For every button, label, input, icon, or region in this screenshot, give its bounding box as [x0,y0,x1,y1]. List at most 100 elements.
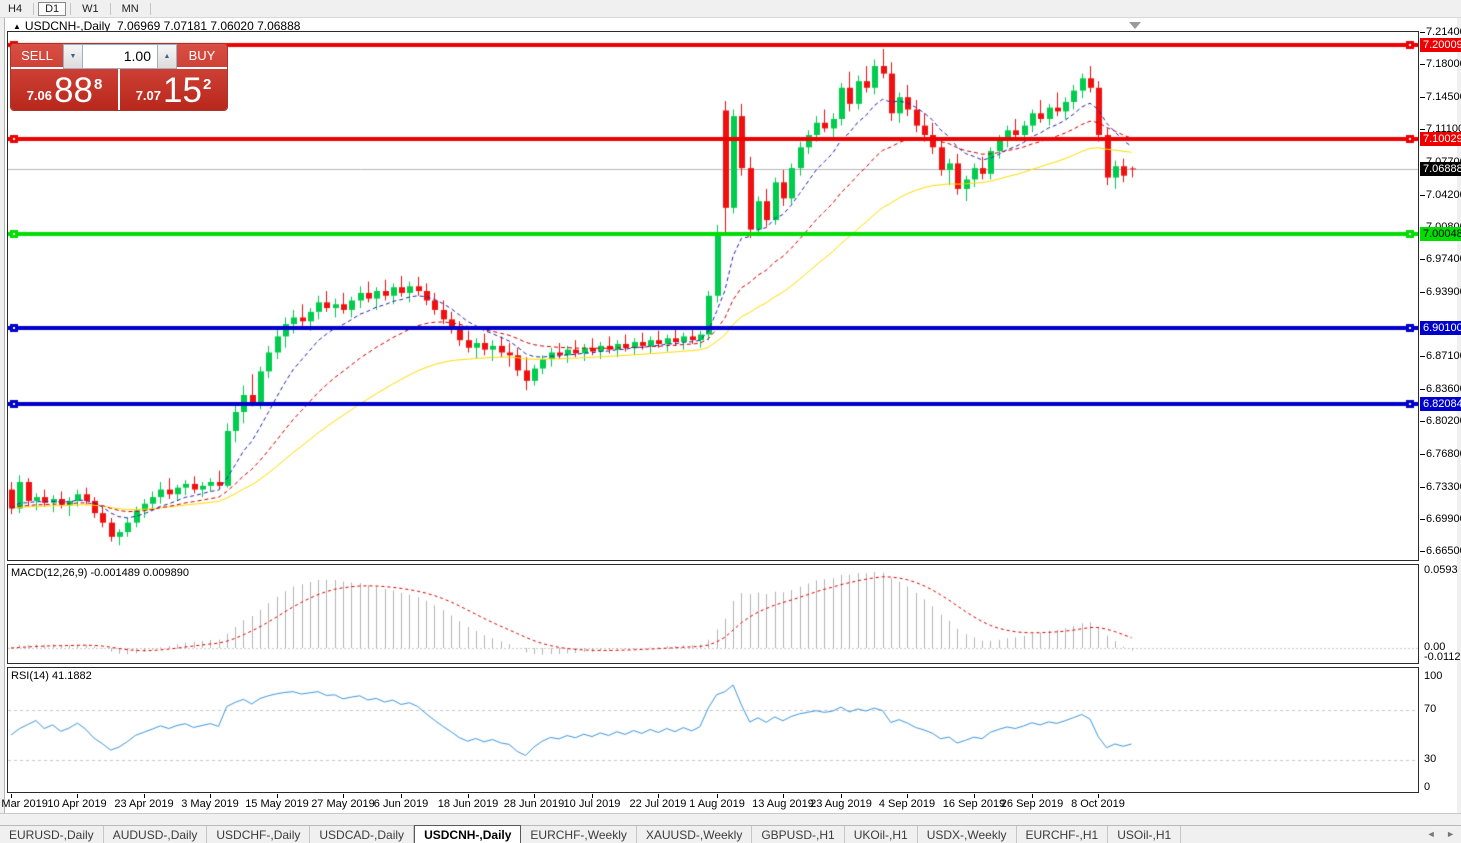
date-axis-label: 23 Apr 2019 [114,798,174,810]
price-axis-label: 6.97400 [1426,253,1461,265]
chart-tab[interactable]: EURUSD-,Daily [0,826,104,843]
date-axis-label: 15 May 2019 [245,798,309,810]
date-axis-label: 13 Aug 2019 [752,798,814,810]
price-axis-tick [1420,551,1425,552]
main-chart-canvas[interactable] [8,32,1418,560]
sell-price-prefix: 7.06 [26,88,53,103]
date-axis-tick [401,794,402,798]
date-axis-tick [534,794,535,798]
date-axis-label: 18 Jun 2019 [437,798,499,810]
price-axis-tick [1420,421,1425,422]
sell-price-pip-digit: 8 [93,76,103,93]
tab-scroll-left-icon[interactable]: ◄ [1426,829,1436,839]
date-axis-tick [592,794,593,798]
chart-tab[interactable]: AUDUSD-,Daily [104,826,208,843]
chart-symbol-label: USDCNH-,Daily [24,19,111,33]
date-axis-label: 3 May 2019 [181,798,239,810]
chart-tab[interactable]: USDX-,Weekly [918,826,1017,843]
chart-tab[interactable]: USDCAD-,Daily [310,826,415,843]
rsi-panel [7,667,1419,793]
price-axis-label: 6.87100 [1426,350,1461,362]
buy-price-prefix: 7.07 [135,88,162,103]
date-axis-tick [77,794,78,798]
chart-tab[interactable]: USOil-,H1 [1108,826,1182,843]
date-axis-tick [277,794,278,798]
macd-axis-label: -0.011289 [1424,651,1461,663]
chart-tab[interactable]: EURCHF-,H1 [1017,826,1109,843]
price-axis-tick [1420,64,1425,65]
sell-price-big-digits: 88 [54,71,93,110]
macd-canvas[interactable] [8,565,1418,663]
window-divider [0,813,1461,825]
collapse-icon[interactable]: ▲ [13,22,21,31]
macd-axis-label: 0.0593 [1424,564,1458,576]
date-axis-label: 16 Sep 2019 [942,798,1006,810]
volume-increase-button[interactable]: ▲ [157,44,177,69]
chart-title: ▲ USDCNH-,Daily 7.06969 7.07181 7.06020 7… [13,19,300,33]
rsi-indicator-label: RSI(14) 41.1882 [11,670,92,682]
date-axis-label: 4 Sep 2019 [878,798,936,810]
timeframe-button-mn[interactable]: MN [121,2,139,15]
price-axis-label: 6.73300 [1426,481,1461,493]
price-axis-label: 7.14500 [1426,91,1461,103]
price-chart-panel [7,31,1419,561]
price-axis-tick [1420,356,1425,357]
volume-input[interactable]: 1.00 [83,44,157,69]
date-axis-label: 27 May 2019 [311,798,375,810]
date-axis-tick [468,794,469,798]
date-axis-label: 10 Apr 2019 [47,798,107,810]
date-axis-label: 8 Oct 2019 [1071,798,1125,810]
sell-button[interactable]: SELL [11,44,63,69]
price-level-badge: 7.06888 [1420,162,1461,176]
price-axis-label: 6.80200 [1426,415,1461,427]
chart-tab-bar: EURUSD-,Daily AUDUSD-,Daily USDCHF-,Daily U… [0,825,1461,843]
timeframe-button-w1[interactable]: W1 [82,2,99,15]
chart-shift-marker-icon[interactable] [1129,22,1141,29]
toolbar-separator [70,2,72,15]
price-axis-label: 6.76800 [1426,448,1461,460]
chart-tab[interactable]: XAUUSD-,Weekly [637,826,753,843]
chart-tab[interactable]: UKOil-,H1 [845,826,918,843]
date-axis-tick [11,794,12,798]
date-axis-label: 1 Aug 2019 [689,798,745,810]
sell-price-display[interactable]: 7.06 88 8 [11,69,120,110]
price-axis-tick [1420,454,1425,455]
chart-tab[interactable]: USDCNH-,Daily [414,825,522,843]
date-axis-tick [974,794,975,798]
chart-tab[interactable]: EURCHF-,Weekly [521,826,637,843]
price-axis-tick [1420,389,1425,390]
date-axis-label: 23 Aug 2019 [810,798,872,810]
price-axis-tick [1420,129,1425,130]
macd-panel [7,564,1419,664]
date-axis-label: 29 Mar 2019 [0,798,48,810]
price-axis-tick [1420,97,1425,98]
toolbar-separator [33,2,35,15]
tab-scroll-right-icon[interactable]: ► [1446,829,1455,839]
date-axis-tick [210,794,211,798]
buy-price-display[interactable]: 7.07 15 2 [120,69,227,110]
one-click-trade-panel: SELL ▼ 1.00 ▲ BUY 7.06 88 8 7.07 15 2 [11,44,227,110]
price-level-badge: 7.00048 [1420,227,1461,241]
price-level-badge: 6.90100 [1420,321,1461,335]
price-axis-tick [1420,32,1425,33]
price-axis-label: 6.83600 [1426,383,1461,395]
rsi-axis-label: 30 [1424,753,1437,765]
price-axis-label: 6.69900 [1426,513,1461,525]
rsi-axis-label: 70 [1424,703,1437,715]
volume-decrease-button[interactable]: ▼ [63,44,83,69]
price-axis-tick [1420,195,1425,196]
timeframe-button-h4[interactable]: H4 [8,2,23,15]
timeframe-button-d1[interactable]: D1 [38,1,67,16]
buy-button[interactable]: BUY [177,44,227,69]
price-level-badge: 7.20009 [1420,38,1461,52]
price-axis-label: 7.04200 [1426,189,1461,201]
chart-tab[interactable]: GBPUSD-,H1 [752,826,845,843]
rsi-axis-label: 0 [1424,781,1431,793]
price-axis-label: 6.93900 [1426,286,1461,298]
rsi-canvas[interactable] [8,668,1418,792]
date-axis-tick [907,794,908,798]
date-axis-tick [1032,794,1033,798]
macd-axis-label: 0.00 [1424,641,1446,653]
chart-tab[interactable]: USDCHF-,Daily [207,826,311,843]
